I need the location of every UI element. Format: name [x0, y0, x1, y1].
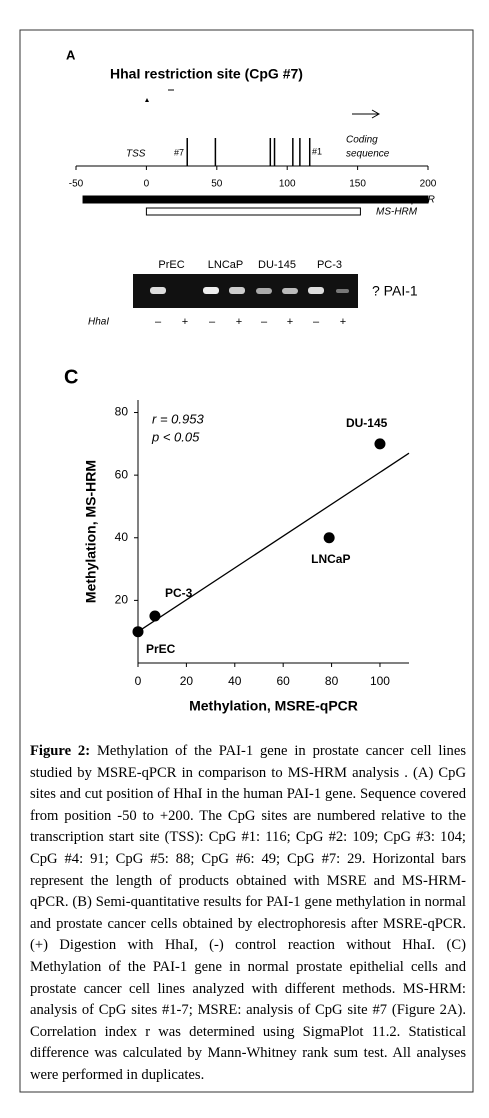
treatment-label: +: [182, 316, 188, 328]
gel-band: [229, 287, 245, 294]
data-point: [323, 532, 335, 544]
caption-text: Methylation of the PAI-1 gene in prostat…: [30, 743, 466, 1083]
cell-line-label: PrEC: [158, 259, 184, 271]
figure-frame: [19, 29, 474, 1093]
x-axis-label: Methylation, MSRE-qPCR: [189, 698, 358, 714]
caption: Figure 2: Methylation of the PAI-1 gene …: [30, 741, 466, 1087]
product-bar: [145, 207, 361, 216]
data-point: [132, 626, 144, 638]
gel-band: [282, 288, 298, 294]
treatment-label: –: [155, 316, 162, 328]
x-tick-label: 40: [228, 674, 242, 688]
gel-band: [203, 287, 219, 294]
tick-label: 150: [349, 179, 366, 190]
data-point: [374, 438, 386, 450]
tick-label: -50: [69, 179, 84, 190]
panel-label: C: [64, 366, 78, 388]
y-tick-label: 20: [115, 593, 129, 607]
point-label: PrEC: [146, 642, 176, 656]
gel: [133, 274, 358, 308]
caption-label: Figure 2:: [30, 743, 91, 759]
cell-line-label: PC-3: [317, 259, 342, 271]
tick-label: 50: [211, 179, 223, 190]
treatment-label: –: [209, 316, 216, 328]
data-point: [149, 610, 161, 622]
annotation: p < 0.05: [151, 429, 200, 444]
x-tick-label: 100: [370, 674, 390, 688]
treatment-label: +: [340, 316, 346, 328]
x-tick-label: 80: [325, 674, 339, 688]
point-label: LNCaP: [311, 552, 350, 566]
gel-band: [150, 287, 166, 294]
treatment-label: –: [313, 316, 320, 328]
cell-line-label: LNCaP: [208, 259, 243, 271]
enzyme-label: HhaI: [88, 317, 109, 328]
treatment-label: +: [236, 316, 242, 328]
gel-band: [256, 288, 272, 294]
cpg-label: #7: [174, 147, 184, 157]
treatment-label: –: [261, 316, 268, 328]
site-title: HhaI restriction site (CpG #7): [110, 66, 303, 82]
tick-label: 0: [144, 179, 150, 190]
coding-label: sequence: [346, 149, 390, 160]
tick-label: 200: [420, 179, 437, 190]
product-label: MS-HRM: [376, 207, 418, 218]
y-tick-label: 60: [115, 467, 129, 481]
y-tick-label: 80: [115, 405, 129, 419]
cell-line-label: DU-145: [258, 259, 296, 271]
band-label: ? PAI-1: [372, 283, 418, 299]
product-bar: [82, 195, 429, 204]
point-label: DU-145: [346, 416, 388, 430]
tick-label: 100: [279, 179, 296, 190]
annotation: r = 0.953: [152, 411, 204, 426]
gel-band: [336, 289, 349, 293]
coding-label: Coding: [346, 135, 378, 146]
treatment-label: +: [287, 316, 293, 328]
panel-label: A: [66, 47, 76, 62]
arrow-head: [371, 109, 381, 119]
x-tick-label: 0: [135, 674, 142, 688]
marker: [145, 98, 149, 102]
y-tick-label: 40: [115, 530, 129, 544]
x-tick-label: 20: [180, 674, 194, 688]
point-label: PC-3: [165, 586, 193, 600]
fit-line: [137, 452, 410, 633]
product-label: MSRE-qPCR: [376, 195, 435, 206]
gel-band: [308, 287, 324, 294]
cpg-label: #1: [312, 146, 322, 156]
x-tick-label: 60: [276, 674, 290, 688]
y-axis-label: Methylation, MS-HRM: [83, 460, 99, 603]
tss-label: TSS: [126, 149, 146, 160]
